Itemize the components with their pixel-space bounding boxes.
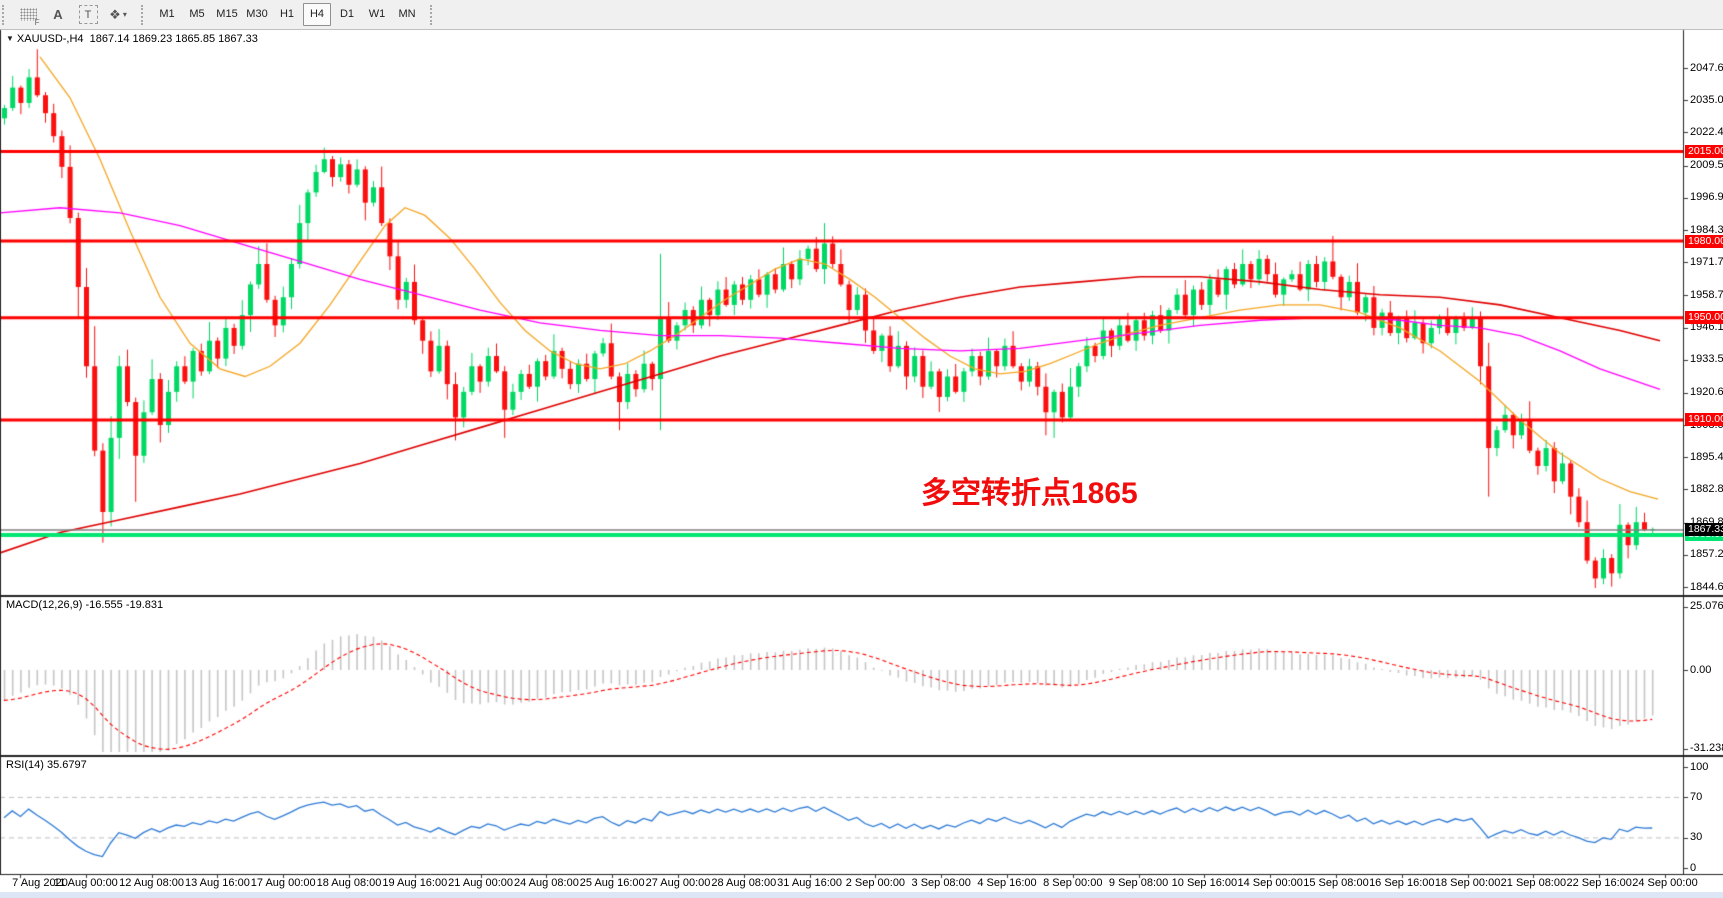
price-scale-tick: 1933.55 xyxy=(1690,353,1723,366)
price-scale-tick: 2047.65 xyxy=(1690,61,1723,74)
price-scale-tick: 1996.90 xyxy=(1690,191,1723,204)
time-axis-label: 8 Sep 00:00 xyxy=(1043,877,1103,889)
price-level-tag: 1950.00 xyxy=(1685,311,1723,325)
time-axis-label: 11 Aug 00:00 xyxy=(53,877,118,889)
time-axis-label: 12 Aug 08:00 xyxy=(119,877,185,889)
time-axis-label: 24 Sep 00:00 xyxy=(1632,877,1698,889)
rsi-indicator-label: RSI(14) 35.6797 xyxy=(6,759,87,771)
price-scale-tick: 1971.70 xyxy=(1690,255,1723,268)
price-scale-tick: 2035.05 xyxy=(1690,93,1723,106)
price-scale-tick: 1920.60 xyxy=(1690,386,1723,399)
time-axis-label: 31 Aug 16:00 xyxy=(777,877,843,889)
time-axis-label: 24 Aug 08:00 xyxy=(513,877,579,889)
time-axis-label: 25 Aug 16:00 xyxy=(579,877,645,889)
rsi-scale-label: 100 xyxy=(1690,760,1709,773)
time-axis-label: 10 Sep 16:00 xyxy=(1171,877,1238,889)
price-scale-tick: 1857.25 xyxy=(1690,548,1723,561)
price-scale-tick: 1882.80 xyxy=(1690,482,1723,495)
price-scale-tick: 2009.50 xyxy=(1690,159,1723,172)
price-scale-tick: 2022.45 xyxy=(1690,125,1723,138)
time-axis-label: 27 Aug 00:00 xyxy=(645,877,711,889)
time-axis-label: 9 Sep 08:00 xyxy=(1108,877,1169,889)
current-price-tag: 1867.33 xyxy=(1685,522,1723,536)
time-axis-label: 21 Aug 00:00 xyxy=(448,877,514,889)
rsi-scale-label: 30 xyxy=(1690,831,1703,844)
time-axis-label: 19 Aug 16:00 xyxy=(382,877,448,889)
time-axis-label: 4 Sep 16:00 xyxy=(977,877,1037,889)
time-axis-label: 17 Aug 00:00 xyxy=(250,877,316,889)
price-scale-tick: 1844.65 xyxy=(1690,580,1723,593)
macd-indicator-label: MACD(12,26,9) -16.555 -19.831 xyxy=(6,599,164,611)
time-axis-label: 3 Sep 08:00 xyxy=(911,877,971,889)
time-axis-label: 7 Aug 2020 xyxy=(12,877,68,889)
bottom-strip xyxy=(0,892,1723,898)
symbol-quote-line: ▼ XAUUSD-,H4 1867.14 1869.23 1865.85 1867… xyxy=(6,33,258,45)
rsi-scale-label: 70 xyxy=(1690,790,1703,803)
time-axis-label: 2 Sep 00:00 xyxy=(845,877,906,889)
time-axis-label: 13 Aug 16:00 xyxy=(184,877,250,889)
time-axis-label: 22 Sep 16:00 xyxy=(1566,877,1632,889)
rsi-scale-label: 0 xyxy=(1690,861,1697,874)
time-axis-label: 16 Sep 16:00 xyxy=(1369,877,1435,889)
symbol-period-label: XAUUSD-,H4 xyxy=(16,33,84,45)
macd-scale-label: 25.076 xyxy=(1690,600,1723,613)
chart-text-annotation: 多空转折点1865 xyxy=(921,477,1138,510)
time-axis-label: 28 Aug 08:00 xyxy=(711,877,777,889)
price-scale-tick: 1895.40 xyxy=(1690,450,1723,463)
price-level-tag: 2015.00 xyxy=(1685,145,1723,159)
time-axis-label: 18 Sep 00:00 xyxy=(1434,877,1501,889)
symbol-dropdown-icon[interactable]: ▼ xyxy=(6,34,14,43)
price-level-tag: 1910.00 xyxy=(1685,413,1723,427)
time-axis-label: 21 Sep 08:00 xyxy=(1500,877,1567,889)
price-level-tag: 1980.00 xyxy=(1685,234,1723,248)
macd-scale-label: -31.238 xyxy=(1690,742,1723,755)
price-scale-tick: 1958.75 xyxy=(1690,288,1723,301)
quote-ohlc-values: 1867.14 1869.23 1865.85 1867.33 xyxy=(89,33,258,45)
price-scale-tick: 1984.30 xyxy=(1690,223,1723,236)
macd-scale-label: 0.00 xyxy=(1690,663,1712,676)
time-axis-label: 15 Sep 08:00 xyxy=(1303,877,1369,889)
time-axis-label: 18 Aug 08:00 xyxy=(316,877,382,889)
time-axis-label: 14 Sep 00:00 xyxy=(1237,877,1303,889)
